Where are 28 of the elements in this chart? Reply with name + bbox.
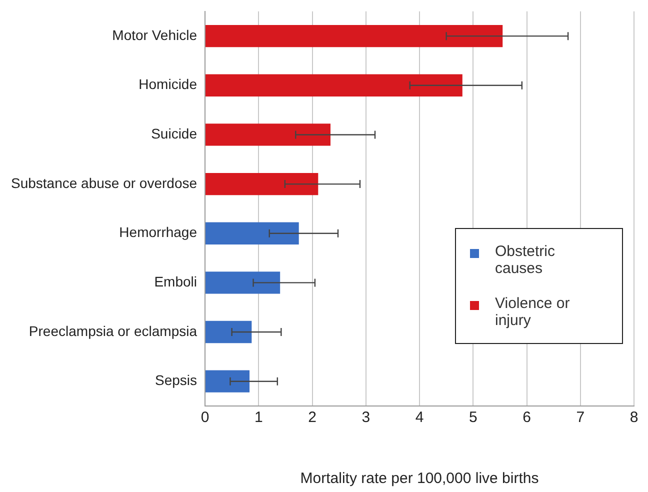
x-axis-title: Mortality rate per 100,000 live births [300,470,539,488]
x-tick-label: 2 [308,409,316,426]
x-tick-label: 3 [362,409,370,426]
bar [206,272,280,294]
bar [206,24,503,48]
bar [206,222,299,244]
bar [206,124,330,146]
legend-label: Violence or injury [495,295,571,329]
y-tick-label: Motor Vehicle [112,26,198,43]
y-tick-label: Suicide [151,126,198,142]
x-tick-label: 8 [630,409,638,426]
legend-label: Obstetric causes [495,243,556,277]
y-tick-label: Preeclampsia or eclampsia [28,322,198,339]
bar [206,370,250,392]
x-tick-label: 5 [468,409,478,426]
x-tick-label: 1 [254,409,263,426]
y-tick-label: Hemorrhage [119,224,198,240]
x-tick-label: 6 [522,409,531,426]
y-tick-label: Homicide [138,76,198,92]
bar [206,320,252,344]
y-tick-label: Substance abuse or overdose [10,174,198,191]
y-tick-label: Sepsis [154,372,198,388]
x-tick-label: 4 [415,409,424,426]
bar [206,172,318,196]
y-tick-label: Emboli [154,274,198,290]
bar [206,74,462,96]
x-tick-label: 7 [576,409,585,426]
x-tick-label: 0 [200,409,210,426]
